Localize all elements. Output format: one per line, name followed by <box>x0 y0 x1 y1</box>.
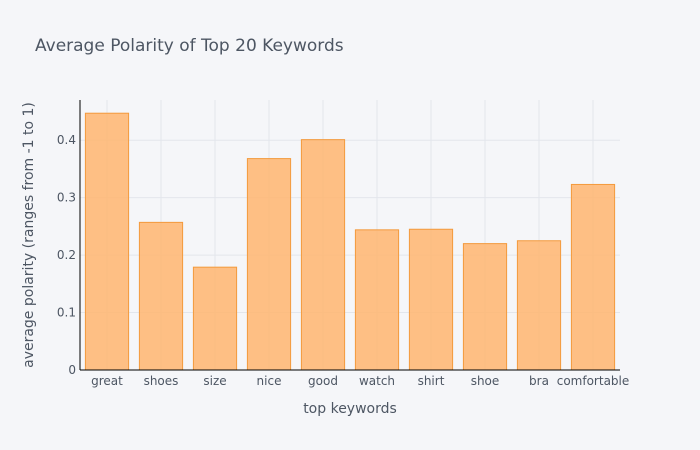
chart-title: Average Polarity of Top 20 Keywords <box>35 36 344 56</box>
bar-nice[interactable] <box>246 158 292 371</box>
y-tick-label: 0.2 <box>57 248 76 262</box>
y-tick-label: 0.1 <box>57 306 76 320</box>
x-tick-label: good <box>308 374 338 388</box>
y-tick-label: 0.4 <box>57 133 76 147</box>
bar-shirt[interactable] <box>408 228 454 371</box>
x-tick-label: size <box>203 374 226 388</box>
y-tick-labels: 0 0.1 0.2 0.3 0.4 <box>57 133 76 377</box>
bar-great[interactable] <box>84 112 130 371</box>
y-tick-label: 0 <box>68 363 76 377</box>
bar-good[interactable] <box>300 139 346 371</box>
x-axis-title: top keywords <box>303 401 397 417</box>
x-tick-label: comfortable <box>557 374 630 388</box>
x-tick-label: shoes <box>144 374 179 388</box>
x-tick-label: shirt <box>418 374 445 388</box>
y-tick-label: 0.3 <box>57 191 76 205</box>
x-tick-labels: great shoes size nice good watch shirt shoe bra c… <box>91 374 629 388</box>
bar-watch[interactable] <box>354 229 400 371</box>
x-tick-label: watch <box>359 374 395 388</box>
axes <box>79 100 620 371</box>
bars <box>84 112 616 371</box>
y-axis-title: average polarity (ranges from -1 to 1) <box>21 102 37 368</box>
x-tick-label: bra <box>529 374 549 388</box>
bar-shoes[interactable] <box>138 221 184 371</box>
x-tick-label: shoe <box>471 374 500 388</box>
x-tick-label: nice <box>257 374 282 388</box>
bar-comfortable[interactable] <box>570 183 616 371</box>
x-tick-label: great <box>91 374 123 388</box>
bar-shoe[interactable] <box>462 243 508 371</box>
bar-size[interactable] <box>192 266 238 371</box>
bar-bra[interactable] <box>516 240 562 371</box>
